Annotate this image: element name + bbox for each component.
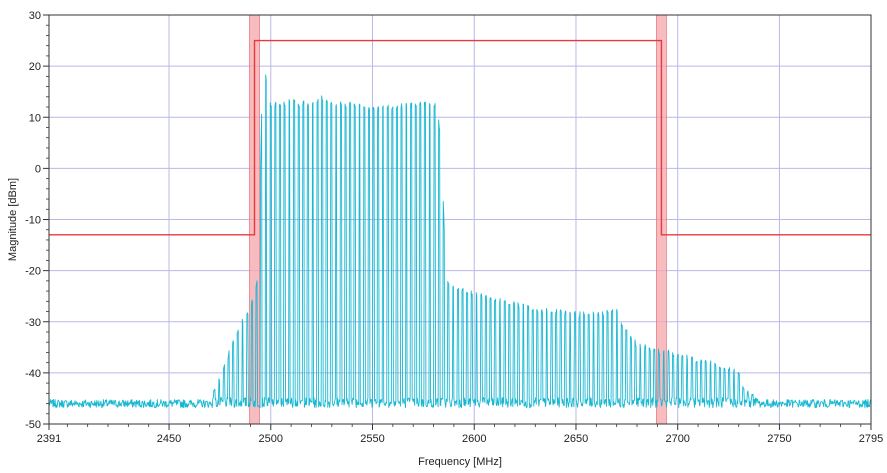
y-tick-label: -20 <box>25 266 41 278</box>
y-axis-ticks: 30 20 10 0 -10 -20 -30 -40 -50 <box>25 10 49 431</box>
y-tick-label: 10 <box>29 112 41 124</box>
x-tick-label: 2450 <box>157 433 181 445</box>
mask-line <box>49 39 871 236</box>
y-tick-label: -50 <box>25 419 41 431</box>
spectrum-line <box>48 74 872 409</box>
x-tick-label: 2750 <box>767 433 791 445</box>
x-tick-label: 2391 <box>37 433 61 445</box>
y-tick-label: -30 <box>25 317 41 329</box>
y-tick-label: -10 <box>25 215 41 227</box>
y-tick-label: 30 <box>29 10 41 22</box>
y-tick-label: -40 <box>25 368 41 380</box>
mask-trace <box>49 39 871 236</box>
x-axis-ticks: 2391 2450 2500 2550 2600 2650 2700 2750 2795 <box>37 424 883 445</box>
y-axis-title: Magnitude [dBm] <box>7 178 19 261</box>
y-tick-label: 0 <box>35 163 41 175</box>
spectrum-trace <box>48 74 872 409</box>
x-axis-title: Frequency [MHz] <box>418 456 502 468</box>
x-tick-label: 2500 <box>259 433 283 445</box>
x-tick-label: 2650 <box>564 433 588 445</box>
y-tick-label: 20 <box>29 61 41 73</box>
x-tick-label: 2600 <box>462 433 486 445</box>
x-tick-label: 2795 <box>859 433 883 445</box>
x-tick-label: 2700 <box>665 433 689 445</box>
x-tick-label: 2550 <box>360 433 384 445</box>
